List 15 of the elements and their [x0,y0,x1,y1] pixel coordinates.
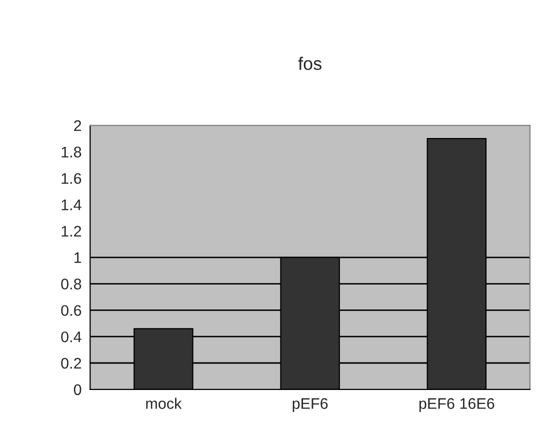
y-tick-label: 0 [74,384,82,396]
y-tick-label: 1.6 [62,173,82,184]
x-tick-label: mock [146,398,182,409]
y-tick-label: 1 [74,252,82,263]
y-tick-label: 0.8 [61,278,82,290]
y-tick-label: 1.8 [62,146,82,158]
x-tick-label: pEF6 [292,398,328,412]
y-tick-label: 0.6 [61,305,82,316]
y-tick-label: 0.4 [61,331,82,342]
y-tick-label: 1.2 [62,226,82,237]
chart-title: fos [298,56,322,70]
y-tick-label: 2 [74,120,82,131]
x-tick-label: pEF6 16E6 [419,398,494,412]
y-tick-label: 1.4 [62,200,82,210]
y-tick-label: 0.2 [61,358,82,369]
